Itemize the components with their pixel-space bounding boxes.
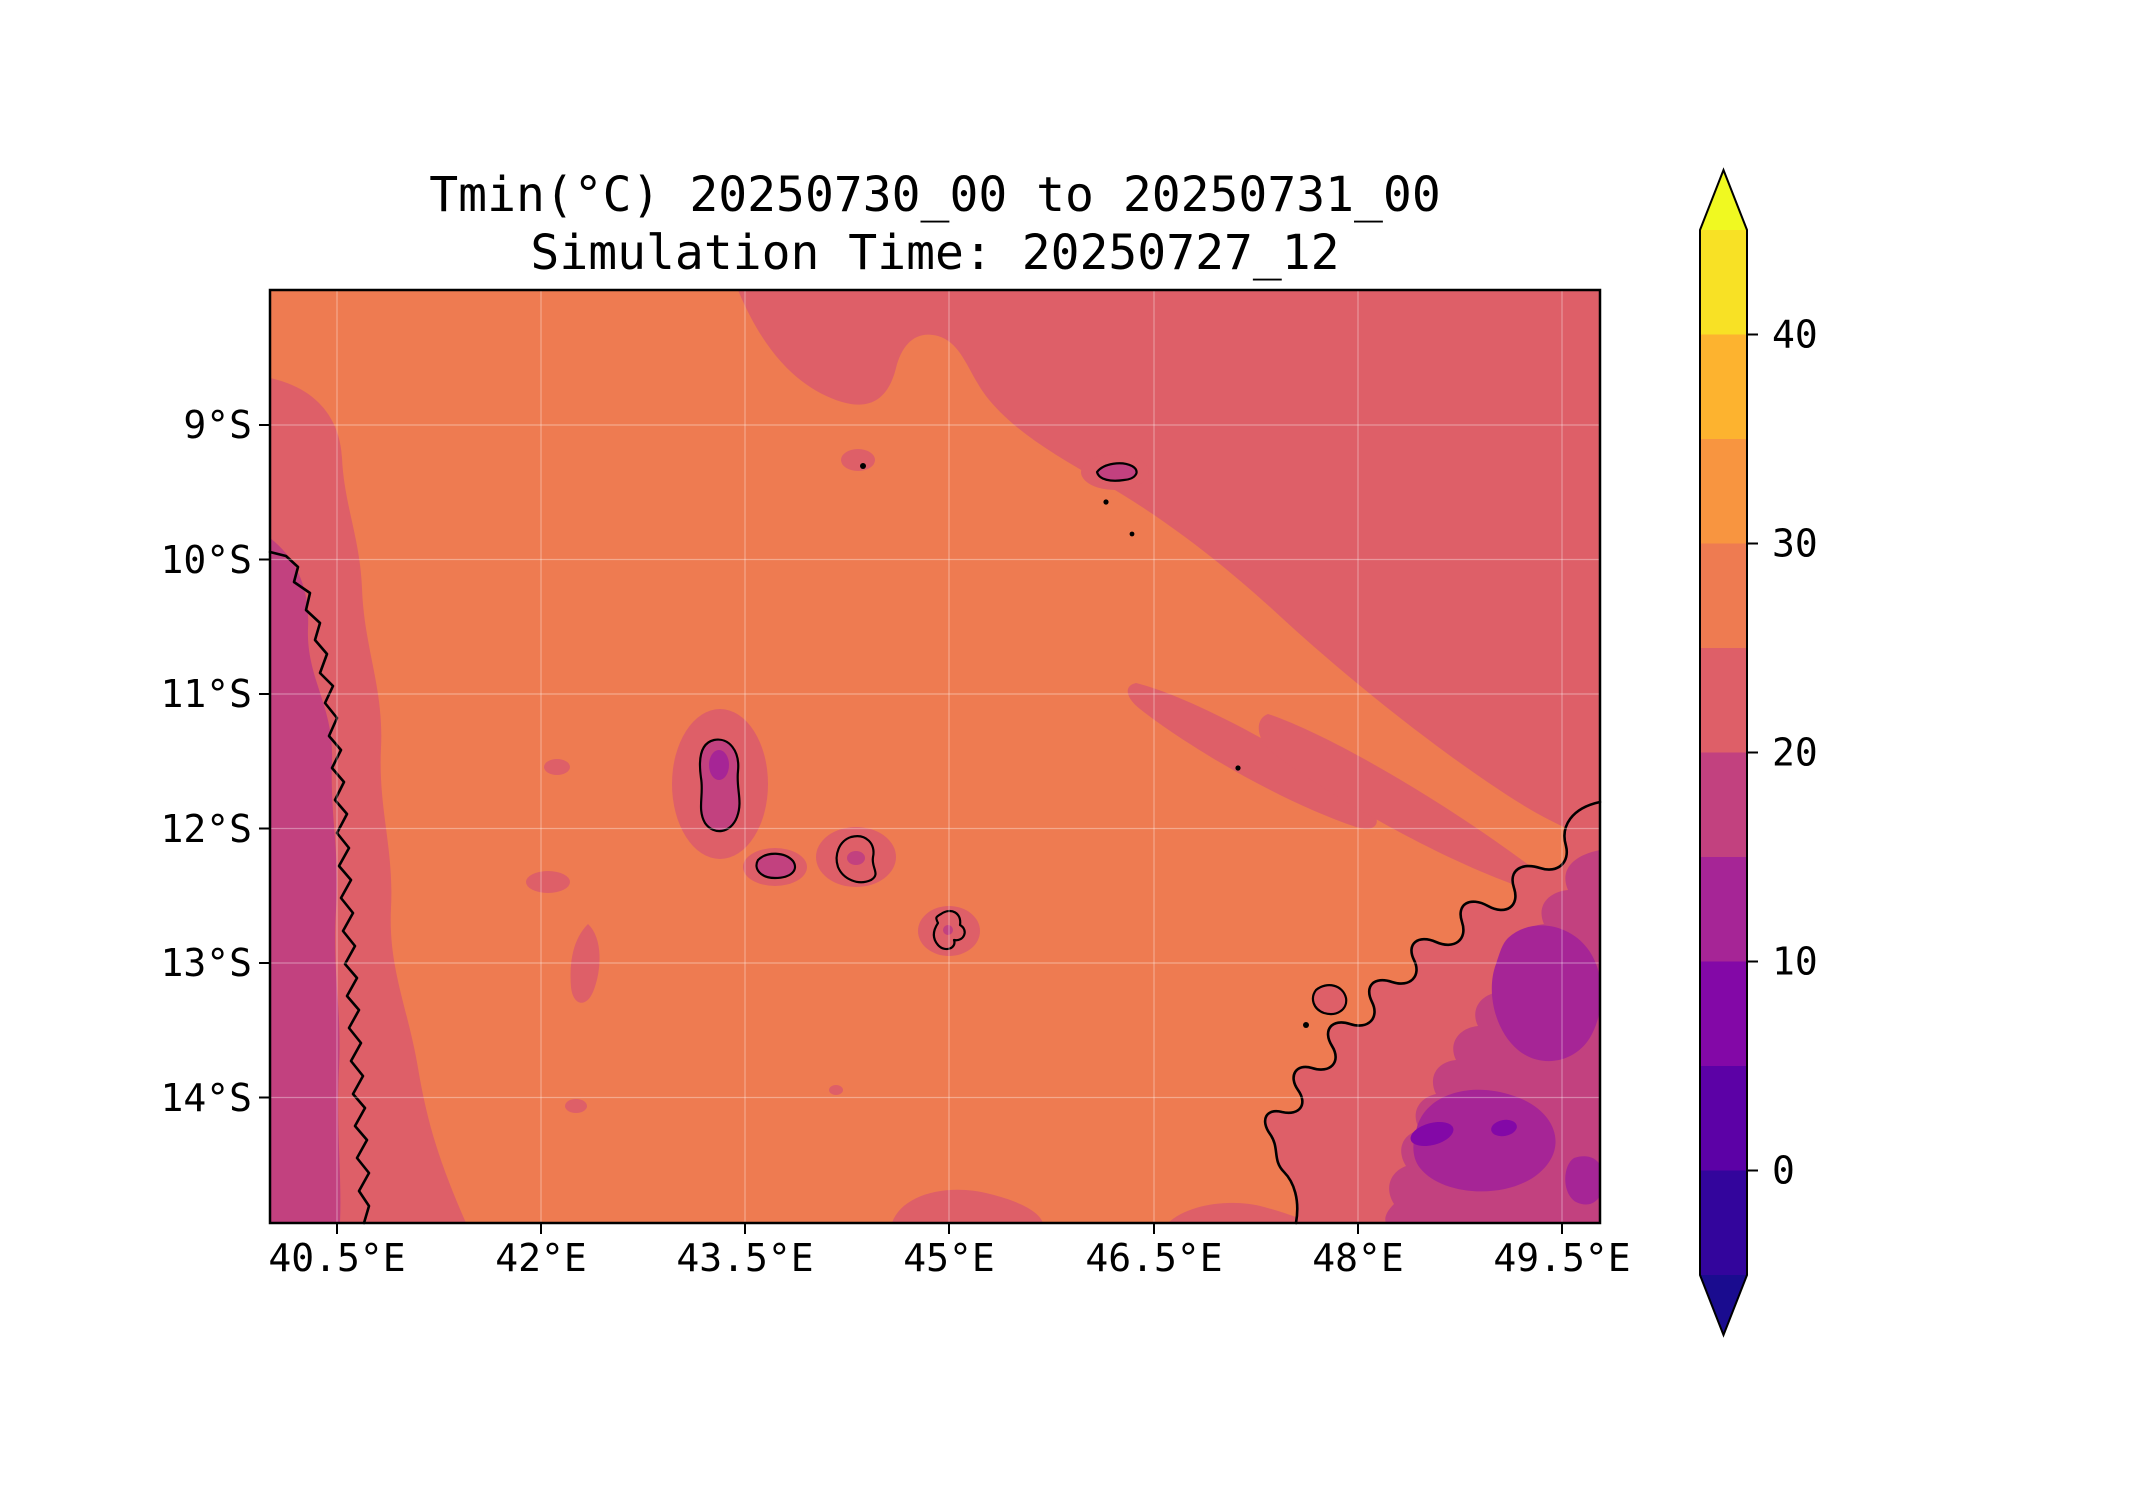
map-plot bbox=[259, 288, 1602, 1234]
x-tick-label: 49.5°E bbox=[1493, 1236, 1631, 1280]
island-small-outline bbox=[755, 852, 797, 880]
colorbar-over-arrow bbox=[1700, 170, 1747, 230]
colorbar-band bbox=[1700, 961, 1747, 1066]
field-patch bbox=[1168, 1202, 1310, 1223]
island-small-outline bbox=[1095, 462, 1138, 482]
colorbar: 40 30 20 10 0 bbox=[1698, 167, 1898, 1343]
axis-ticks bbox=[259, 424, 1563, 1234]
graticule bbox=[270, 290, 1600, 1223]
y-tick-label: 10°S bbox=[160, 537, 252, 582]
plot-title-line1: Tmin(°C) 20250730_00 to 20250731_00 bbox=[429, 167, 1441, 223]
colorbar-band bbox=[1700, 648, 1747, 753]
x-tick-label: 45°E bbox=[903, 1236, 995, 1280]
island-center-spot bbox=[943, 925, 953, 935]
island-center-spot bbox=[847, 851, 865, 865]
land-coldspot-5-10 bbox=[1410, 1121, 1454, 1147]
colorbar-band bbox=[1700, 439, 1747, 544]
field-sliver bbox=[1127, 683, 1377, 829]
map-svg bbox=[259, 288, 1602, 1234]
x-tick-label: 40.5°E bbox=[268, 1236, 406, 1280]
islet-dot bbox=[860, 463, 866, 469]
y-tick-label: 9°S bbox=[183, 403, 252, 447]
colorbar-ticks bbox=[1747, 333, 1758, 1172]
islet-dot bbox=[1235, 765, 1241, 771]
coastlines bbox=[268, 550, 1602, 1225]
y-tick-label: 12°S bbox=[160, 806, 252, 851]
colorbar-band bbox=[1700, 857, 1747, 962]
field-west-strip-15-20 bbox=[270, 538, 341, 1223]
colorbar-tick-label: 10 bbox=[1772, 940, 1818, 984]
field-patch bbox=[892, 1189, 1043, 1223]
colorbar-band bbox=[1700, 334, 1747, 439]
west-coastline bbox=[268, 550, 371, 1225]
land-highland-10-15 bbox=[1491, 925, 1600, 1062]
y-tick-label: 11°S bbox=[160, 672, 252, 716]
colorbar-tick-label: 40 bbox=[1772, 313, 1818, 357]
colorbar-band bbox=[1700, 230, 1747, 335]
field-patch bbox=[526, 871, 570, 893]
x-tick-label: 46.5°E bbox=[1085, 1236, 1223, 1280]
islet-dots bbox=[860, 463, 1309, 1028]
field-patch bbox=[565, 1099, 587, 1113]
plot-title: Tmin(°C) 20250730_00 to 20250731_00 Simu… bbox=[270, 166, 1600, 282]
colorbar-tick-label: 30 bbox=[1772, 522, 1818, 566]
field-patch bbox=[544, 759, 570, 775]
southeast-landmass bbox=[1265, 802, 1600, 1223]
colorbar-svg: 40 30 20 10 0 bbox=[1699, 167, 1818, 1338]
field-patch bbox=[829, 1085, 843, 1095]
field-sliver bbox=[1258, 714, 1541, 889]
colorbar-tick-label: 20 bbox=[1772, 731, 1818, 775]
x-tick-label: 42°E bbox=[495, 1236, 587, 1280]
x-tick-label: 43.5°E bbox=[676, 1236, 814, 1280]
colorbar-tick-label: 0 bbox=[1772, 1149, 1795, 1193]
temperature-field bbox=[270, 290, 1600, 1223]
colorbar-band bbox=[1700, 543, 1747, 648]
field-patch bbox=[570, 924, 600, 1003]
islands bbox=[698, 462, 1348, 1016]
colorbar-band bbox=[1700, 1066, 1747, 1171]
islet-dot bbox=[1303, 1022, 1309, 1028]
x-tick-label: 48°E bbox=[1312, 1236, 1404, 1280]
land-highland-10-15 bbox=[1413, 1089, 1556, 1192]
colorbar-band bbox=[1700, 1170, 1747, 1275]
colorbar-band bbox=[1700, 752, 1747, 857]
y-tick-label: 13°S bbox=[160, 941, 252, 985]
land-coldspot-5-10 bbox=[1491, 1119, 1517, 1137]
field-patch bbox=[841, 449, 875, 471]
island-small-outline bbox=[1311, 984, 1348, 1016]
island-peak-spot bbox=[709, 750, 729, 780]
southeast-coastline bbox=[1263, 800, 1602, 1225]
field-northeast-region-20-25 bbox=[738, 290, 1600, 842]
land-highland-10-15 bbox=[1565, 1156, 1600, 1205]
y-tick-label: 14°S bbox=[160, 1075, 252, 1120]
islet-dot bbox=[1103, 499, 1109, 505]
plot-frame bbox=[268, 288, 1602, 1225]
colorbar-outline bbox=[1699, 167, 1748, 1338]
plot-title-line2: Simulation Time: 20250727_12 bbox=[530, 225, 1340, 281]
colorbar-under-arrow bbox=[1700, 1275, 1747, 1335]
islet-dot bbox=[1129, 531, 1135, 537]
